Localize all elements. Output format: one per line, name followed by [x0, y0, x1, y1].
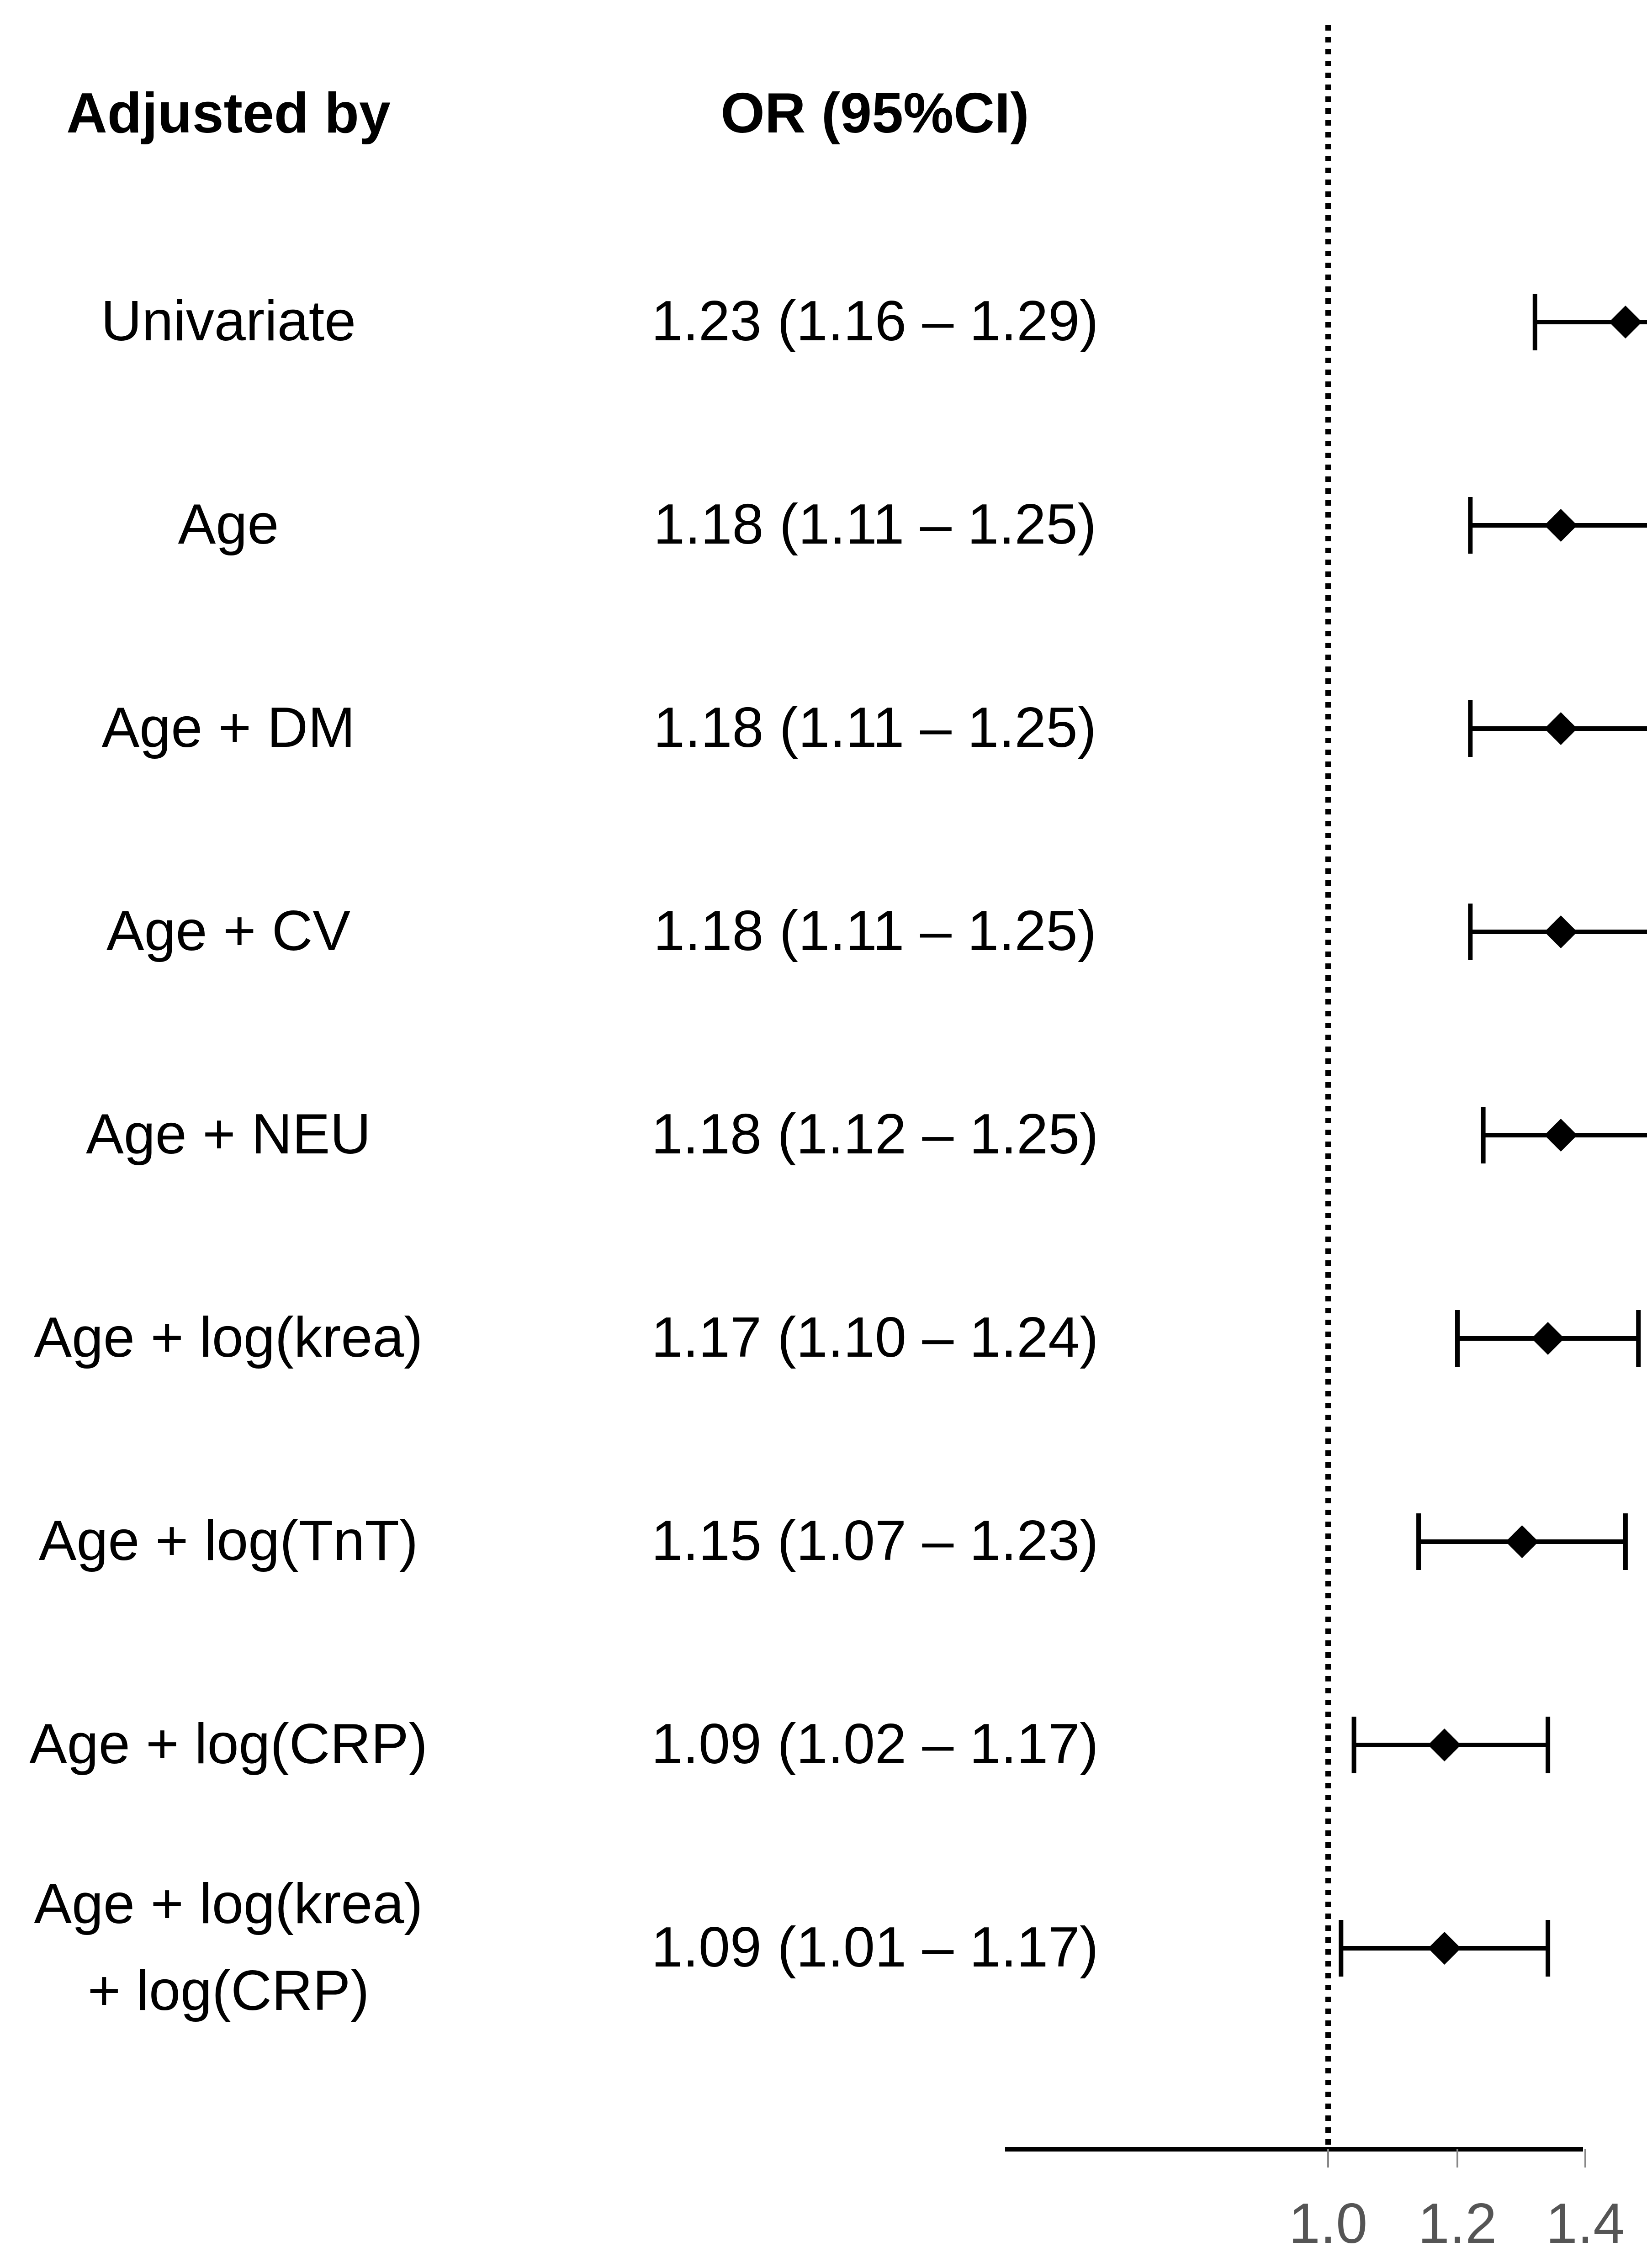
point-estimate-marker: [1544, 915, 1578, 948]
row-label: Age + log(krea): [34, 1306, 423, 1369]
forest-row: Age + log(krea) + log(CRP) 1.09 (1.01 – 1.…: [34, 1872, 1551, 2022]
point-estimate-marker: [1428, 1729, 1461, 1761]
x-tick-label: 1.2: [1418, 2192, 1497, 2255]
forest-row: Univariate 1.23 (1.16 – 1.29): [101, 290, 1647, 353]
point-estimate-marker: [1544, 1119, 1578, 1152]
forest-row: Age + DM 1.18 (1.11 – 1.25): [102, 696, 1647, 759]
row-estimate-text: 1.09 (1.01 – 1.17): [651, 1916, 1099, 1979]
point-estimate-marker: [1544, 712, 1578, 745]
row-estimate-text: 1.17 (1.10 – 1.24): [651, 1306, 1099, 1369]
row-label: Age + DM: [102, 696, 355, 759]
estimate-column-header: OR (95%CI): [720, 82, 1029, 145]
point-estimate-marker: [1609, 306, 1642, 338]
forest-row: Age + log(krea) 1.17 (1.10 – 1.24): [34, 1306, 1641, 1369]
forest-row: Age 1.18 (1.11 – 1.25): [178, 493, 1647, 556]
forest-row: Age + CV 1.18 (1.11 – 1.25): [106, 899, 1647, 962]
row-label: Age + log(krea): [34, 1872, 423, 1935]
x-tick-label: 1.4: [1546, 2192, 1625, 2255]
point-estimate-marker: [1544, 509, 1578, 542]
label-column-header: Adjusted by: [66, 82, 391, 145]
row-label: Age + log(TnT): [39, 1509, 418, 1572]
row-label: Age + log(CRP): [29, 1713, 428, 1776]
row-label: Age: [178, 493, 279, 556]
forest-row: Age + log(TnT) 1.15 (1.07 – 1.23): [39, 1509, 1628, 1572]
row-label: Age + CV: [106, 899, 350, 962]
row-label: Age + NEU: [86, 1103, 371, 1166]
row-estimate-text: 1.09 (1.02 – 1.17): [651, 1713, 1099, 1776]
point-estimate-marker: [1428, 1932, 1461, 1965]
row-estimate-text: 1.18 (1.11 – 1.25): [653, 899, 1096, 962]
row-estimate-text: 1.15 (1.07 – 1.23): [651, 1509, 1099, 1572]
point-estimate-marker: [1531, 1322, 1565, 1355]
forest-row: Age + NEU 1.18 (1.12 – 1.25): [86, 1103, 1647, 1166]
row-estimate-text: 1.18 (1.11 – 1.25): [653, 493, 1096, 556]
row-label: + log(CRP): [88, 1959, 370, 2022]
row-estimate-text: 1.18 (1.11 – 1.25): [653, 696, 1096, 759]
row-estimate-text: 1.18 (1.12 – 1.25): [651, 1103, 1099, 1166]
point-estimate-marker: [1505, 1525, 1539, 1558]
row-estimate-text: 1.23 (1.16 – 1.29): [651, 290, 1099, 353]
forest-row: Age + log(CRP) 1.09 (1.02 – 1.17): [29, 1713, 1551, 1776]
row-label: Univariate: [101, 290, 356, 353]
x-tick-label: 1.0: [1289, 2192, 1367, 2255]
